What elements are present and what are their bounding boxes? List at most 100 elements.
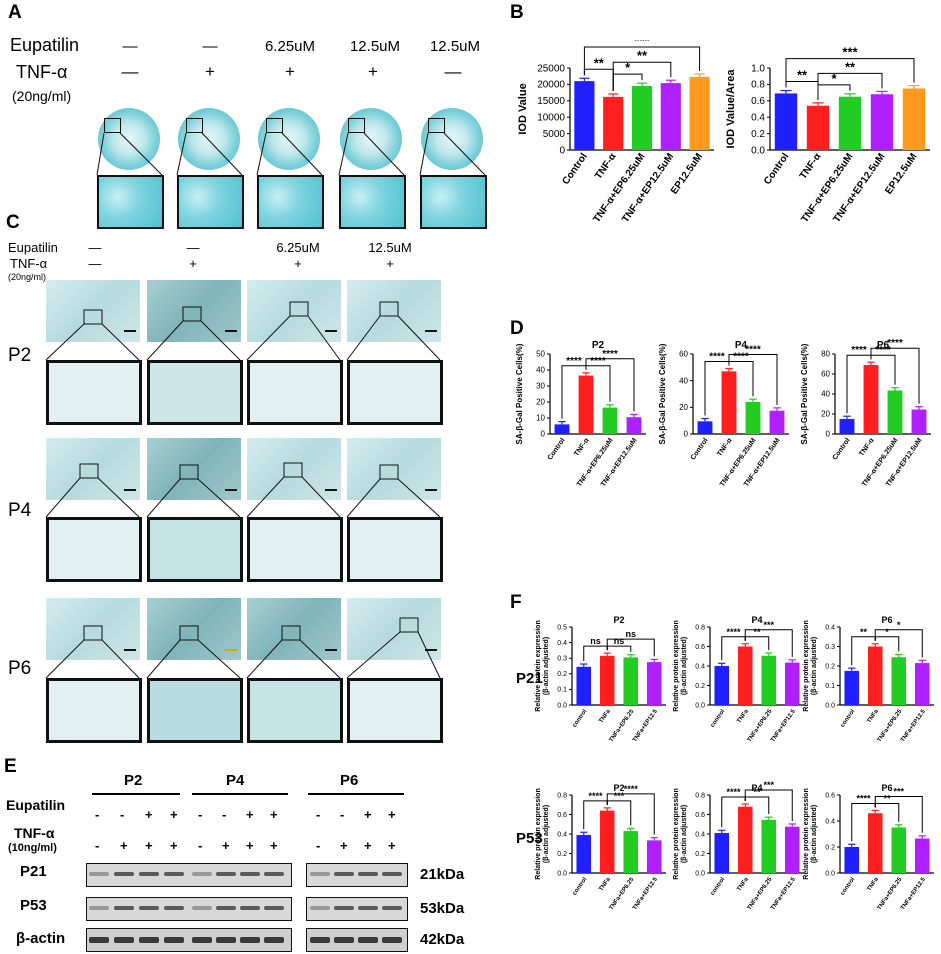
significance-mark: ****: [590, 356, 606, 367]
e-eupatilin-label: Eupatilin: [6, 797, 66, 813]
x-tick-label: TNFa+EP12.5: [632, 876, 659, 911]
bar: [697, 421, 713, 434]
y-axis-label: (β-actin adjusted): [543, 637, 550, 695]
chart-title: P2: [592, 340, 605, 351]
blot-band: [310, 906, 330, 910]
dish-zoom-image: [97, 175, 164, 229]
bar-chart-sa-gal-p2: P2 SA-β-Gal Positive Cells(%) 0 10 20 30 40 50 C…: [515, 340, 646, 488]
blot-band: [240, 906, 260, 910]
significance-bracket: [874, 629, 923, 658]
y-tick-label: 20: [679, 403, 688, 412]
x-tick-label: Control: [832, 437, 852, 461]
bar-chart-p21-p2: P2 Relative protein expression (β-actin ad…: [535, 615, 666, 743]
e-weight-label: 21kDa: [420, 866, 465, 883]
blot-band: [382, 872, 402, 876]
bar-chart-iod-value: IOD Value 0 5000 10000 15000 20000 25000 Contro…: [517, 40, 714, 225]
y-axis-label: (β-actin adjusted): [811, 805, 818, 863]
significance-bracket: [612, 61, 672, 91]
e-tnf-label: TNF-α: [14, 825, 55, 841]
chart-title: P6: [881, 615, 892, 625]
x-tick-label: TNF-α+EP6.25uM: [591, 151, 647, 224]
microscopy-zoom-image: [347, 678, 443, 743]
blot-band: [192, 937, 212, 943]
e-tnf-sign: +: [222, 838, 230, 853]
x-tick-label: TNFa+EP6.25: [877, 708, 904, 743]
x-tick-label: Control: [560, 151, 590, 187]
y-tick-label: 0.8: [751, 80, 765, 91]
blot-band: [264, 906, 284, 910]
x-tick-label: TNFa: [736, 876, 750, 892]
c-tnf-val: —: [88, 256, 102, 271]
e-eupatilin-sign: -: [222, 807, 227, 822]
bar-chart-p21-p4: P4 Relative protein expression (β-actin ad…: [673, 615, 804, 743]
e-eupatilin-sign: -: [316, 807, 321, 822]
c-eupatilin-val: —: [186, 240, 200, 255]
y-tick-label: 15000: [537, 96, 565, 107]
y-axis-label: Relative protein expression: [535, 620, 542, 711]
bar: [576, 666, 592, 705]
bar: [914, 838, 930, 873]
y-tick-label: 0.6: [695, 644, 705, 651]
x-tick-label: TNFa+EP6.25: [877, 876, 904, 911]
chart-title: P2: [613, 615, 624, 625]
microscopy-zoom-connectors: [45, 301, 441, 679]
bar-chart-p53-p6: P6 Relative protein expression (β-actin ad…: [803, 783, 934, 911]
y-tick-label: 40: [536, 366, 545, 375]
x-tick-label: control: [710, 876, 727, 896]
y-tick-label: 10000: [537, 113, 565, 124]
e-eupatilin-sign: +: [170, 807, 178, 822]
microscopy-zoom-image: [46, 360, 142, 425]
x-tick-label: TNFa: [866, 876, 880, 892]
y-tick-label: 0.0: [557, 870, 567, 877]
e-tnf-sign: +: [388, 838, 396, 853]
c-eupatilin-val: —: [88, 240, 102, 255]
group-bar: [192, 793, 288, 795]
significance-mark: ***: [614, 791, 625, 801]
e-tnf-sign: +: [340, 838, 348, 853]
blot-band: [89, 872, 109, 876]
e-protein-label: β-actin: [16, 930, 66, 947]
significance-mark: ****: [745, 345, 761, 356]
x-tick-label: EP12.5uM: [883, 151, 919, 196]
bar: [737, 806, 753, 873]
y-tick-label: 0.2: [825, 844, 835, 851]
y-tick-label: 0.0: [695, 870, 705, 877]
blot-band: [114, 872, 134, 876]
y-tick-label: 80: [821, 350, 830, 359]
y-tick-label: 40: [679, 376, 688, 385]
blot-band: [310, 872, 330, 876]
microscopy-zoom-image: [46, 517, 142, 582]
significance-mark: **: [753, 787, 761, 797]
significance-mark: ****: [887, 338, 903, 349]
x-tick-label: control: [572, 708, 589, 728]
zoom-region-box: [348, 118, 365, 133]
significance-mark: ****: [856, 793, 871, 803]
significance-mark: ****: [588, 791, 603, 801]
y-tick-label: 0.0: [695, 702, 705, 709]
y-tick-label: 0.1: [557, 687, 567, 694]
x-tick-label: TNFa+EP6.25: [747, 876, 774, 911]
passage-label: P2: [8, 345, 32, 366]
y-tick-label: 60: [679, 350, 688, 359]
significance-mark: **: [753, 627, 761, 637]
y-tick-label: 0.8: [695, 624, 705, 631]
y-tick-label: 0.2: [695, 683, 705, 690]
bar: [721, 371, 737, 434]
x-tick-label: control: [710, 708, 727, 728]
significance-mark: *: [625, 60, 631, 75]
c-eupatilin-val: 12.5uM: [368, 240, 412, 255]
y-axis-label: SA-β-Gal Positive Cells(%): [800, 343, 809, 444]
bar-chart-p53-p2: P2 Relative protein expression (β-actin ad…: [535, 783, 666, 911]
y-tick-label: 25000: [537, 63, 565, 74]
y-axis-label: Relative protein expression: [673, 788, 680, 879]
x-tick-label: control: [840, 708, 857, 728]
a-eupatilin-val: 12.5uM: [429, 38, 481, 55]
c-eupatilin-label: Eupatilin: [8, 240, 58, 255]
zoom-region-box: [266, 118, 283, 133]
y-tick-label: 0.2: [557, 671, 567, 678]
blot-band: [240, 937, 260, 943]
blot-band: [164, 872, 184, 876]
significance-bracket: [744, 629, 793, 657]
bar: [806, 105, 830, 150]
y-tick-label: 0.0: [825, 870, 835, 877]
